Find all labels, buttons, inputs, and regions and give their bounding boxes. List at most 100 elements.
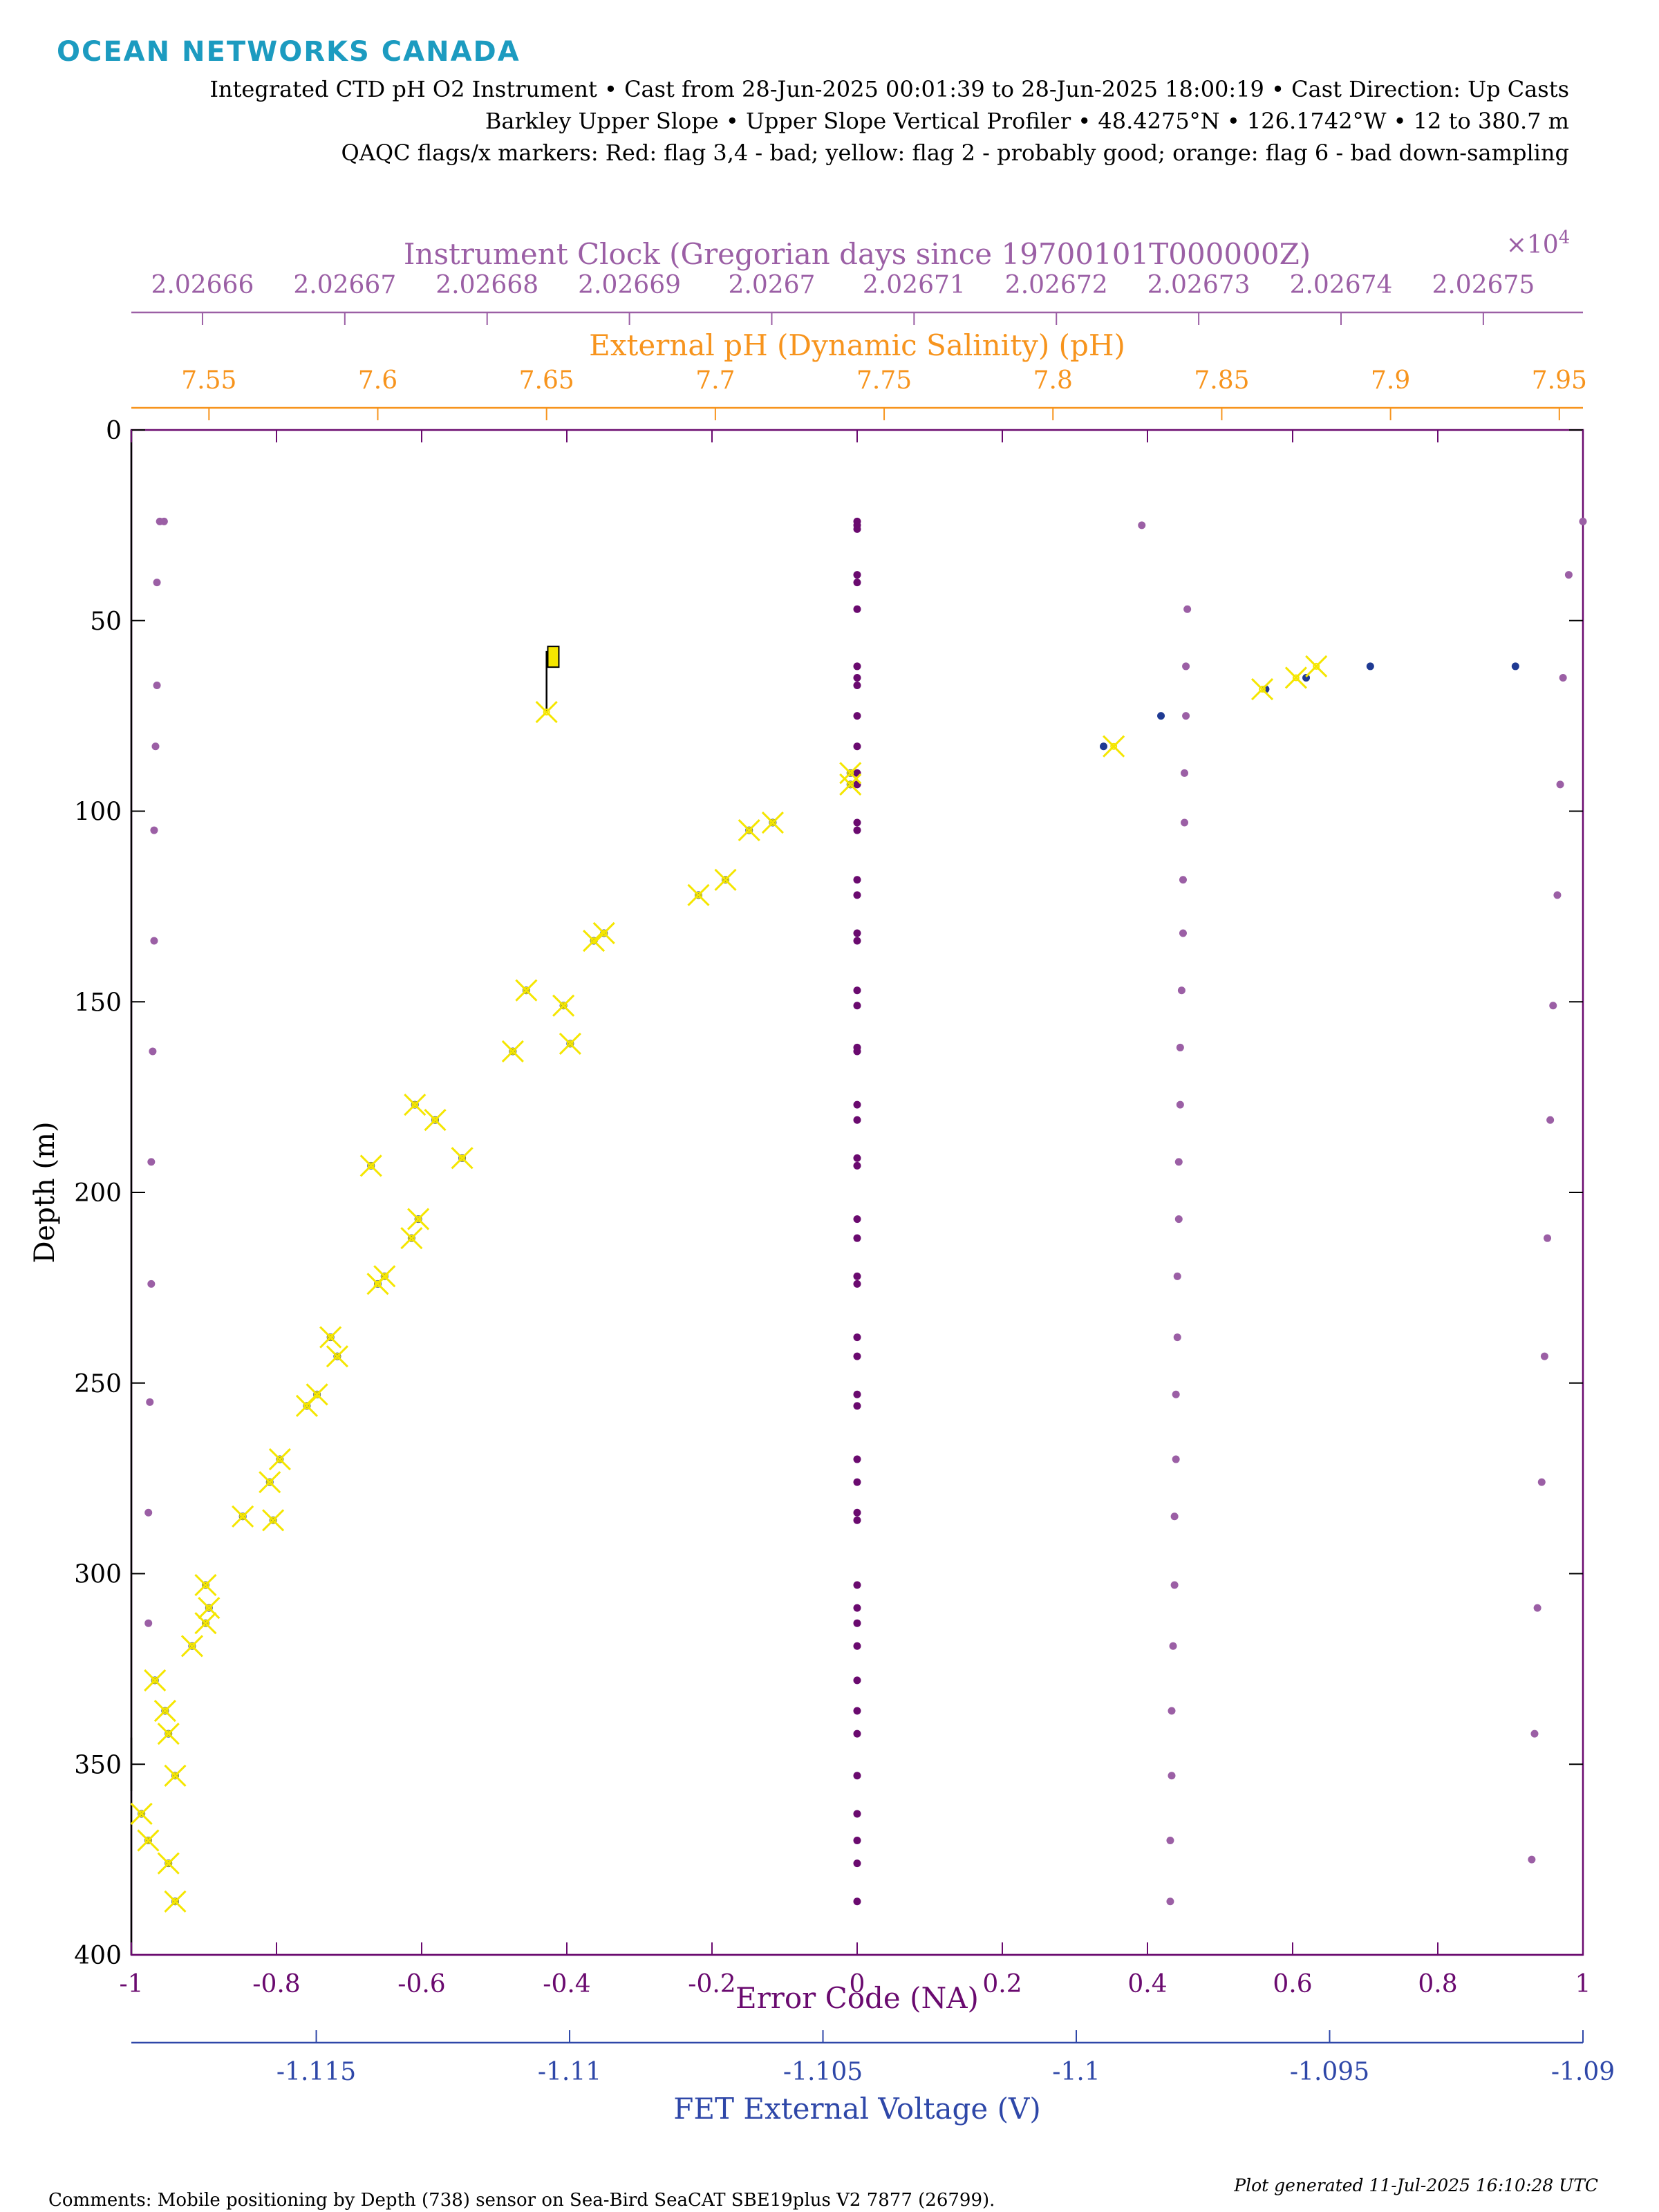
qaqc-circle [161,1707,169,1715]
data-point-error [853,1116,861,1124]
data-point-error [853,1100,861,1109]
data-point-error [853,1730,861,1738]
voltage-tick-label: -1.11 [538,2058,601,2086]
plot-generated-timestamp: Plot generated 11-Jul-2025 16:10:28 UTC [1234,2175,1598,2195]
qaqc-x-stroke [198,1597,221,1620]
qaqc-flag2-marker [259,1471,281,1494]
clock-exponent-label: ×104 [1506,227,1571,259]
error-tick-label: -0.4 [543,1970,590,1998]
qaqc-circle [523,986,530,994]
qaqc-x-stroke [373,1265,396,1288]
qaqc-x-stroke [262,1509,285,1532]
data-point-clock [1172,1390,1180,1398]
clock-axis-label: Instrument Clock (Gregorian days since 1… [404,237,1311,271]
qaqc-flag2-marker [306,1383,328,1406]
qaqc-x-stroke [268,1447,291,1471]
qaqc-circle [411,1101,419,1109]
qaqc-circle [1110,742,1118,750]
data-point-clock [1170,1512,1179,1521]
data-point-clock [1544,1234,1552,1242]
qaqc-x-stroke [839,762,862,785]
data-point-clock [1183,605,1192,613]
data-point-error [853,1642,861,1650]
qaqc-flag2-marker [515,979,538,1002]
data-point-clock [1168,1772,1176,1780]
qaqc-x-stroke [137,1829,160,1852]
qaqc-circle [745,827,753,834]
data-point-error [853,571,861,579]
qaqc-x-stroke [180,1635,203,1658]
data-point-ph [1511,662,1519,671]
qaqc-flag2-marker [373,1265,396,1288]
qaqc-flag2-marker [400,1227,423,1250]
data-point-clock [144,1619,153,1627]
y-tick-label: 400 [74,1942,122,1970]
data-point-clock [147,1158,156,1166]
ph-axis-label: External pH (Dynamic Salinity) (pH) [589,328,1125,362]
qaqc-flag2-marker [501,1040,524,1063]
qaqc-circle [847,769,854,777]
qaqc-circle [408,1235,415,1242]
qaqc-flag2-marker [451,1147,474,1170]
y-tick-label: 300 [74,1561,122,1589]
data-point-error [853,579,861,587]
qaqc-circle [165,1859,172,1867]
qaqc-flag2-marker [761,811,784,834]
clock-tick-label: 2.02667 [293,271,396,299]
qaqc-x-stroke [714,868,737,891]
data-point-clock [1528,1855,1536,1864]
data-point-clock [1181,818,1189,827]
data-point-error [853,1676,861,1685]
qaqc-circle [270,1517,277,1524]
qaqc-circle [509,1047,516,1055]
data-point-error [853,1581,861,1589]
qaqc-circle [1313,662,1320,670]
qaqc-x-stroke [164,1890,187,1913]
qaqc-x-stroke [232,1505,254,1528]
qaqc-x-stroke [451,1147,474,1170]
data-point-error [853,1280,861,1288]
qaqc-x-stroke [1103,735,1125,758]
clock-tick-label: 2.02669 [578,271,681,299]
qaqc-circle [144,1837,152,1844]
data-point-error [853,1707,861,1715]
qaqc-x-stroke [738,819,760,842]
qaqc-flag2-marker [157,1723,180,1745]
error-axis-label: Error Code (NA) [735,1981,979,2015]
data-point-error [853,986,861,995]
qaqc-circle [847,780,854,788]
data-point-error [853,1333,861,1342]
error-tick-label: 0 [850,1970,865,1998]
data-point-error [853,1619,861,1627]
data-point-clock [1169,1642,1177,1650]
qaqc-circle [1259,686,1266,693]
qaqc-flag2-marker [153,1699,176,1723]
qaqc-circle [695,891,702,899]
error-tick-label: -0.2 [688,1970,735,1998]
qaqc-x-stroke [1250,677,1274,701]
qaqc-flag2-marker [407,1208,430,1230]
qaqc-flag2-marker [714,868,737,891]
qaqc-circle [560,1002,568,1009]
voltage-tick-label: -1.095 [1290,2058,1369,2086]
data-point-clock [147,1280,156,1288]
data-point-error [853,1516,861,1524]
data-point-clock [1559,673,1567,682]
data-point-error [853,1352,861,1360]
data-point-clock [1176,1100,1184,1109]
data-point-clock [1549,1002,1557,1010]
data-point-clock [1564,571,1573,579]
qaqc-circle [367,1162,375,1170]
qaqc-x-stroke [559,1032,581,1055]
data-point-clock [1540,1352,1548,1360]
clock-tick-label: 2.02671 [863,271,966,299]
data-point-error [853,1810,861,1818]
ph-tick-label: 7.95 [1532,366,1587,395]
error-tick-label: -1 [119,1970,143,1998]
data-point-clock [1176,1043,1184,1051]
qaqc-circle [600,929,608,937]
error-tick-label: -0.6 [397,1970,445,1998]
qaqc-x-stroke [424,1109,447,1132]
qaqc-x-stroke [501,1040,524,1063]
data-point-error [853,1272,861,1280]
